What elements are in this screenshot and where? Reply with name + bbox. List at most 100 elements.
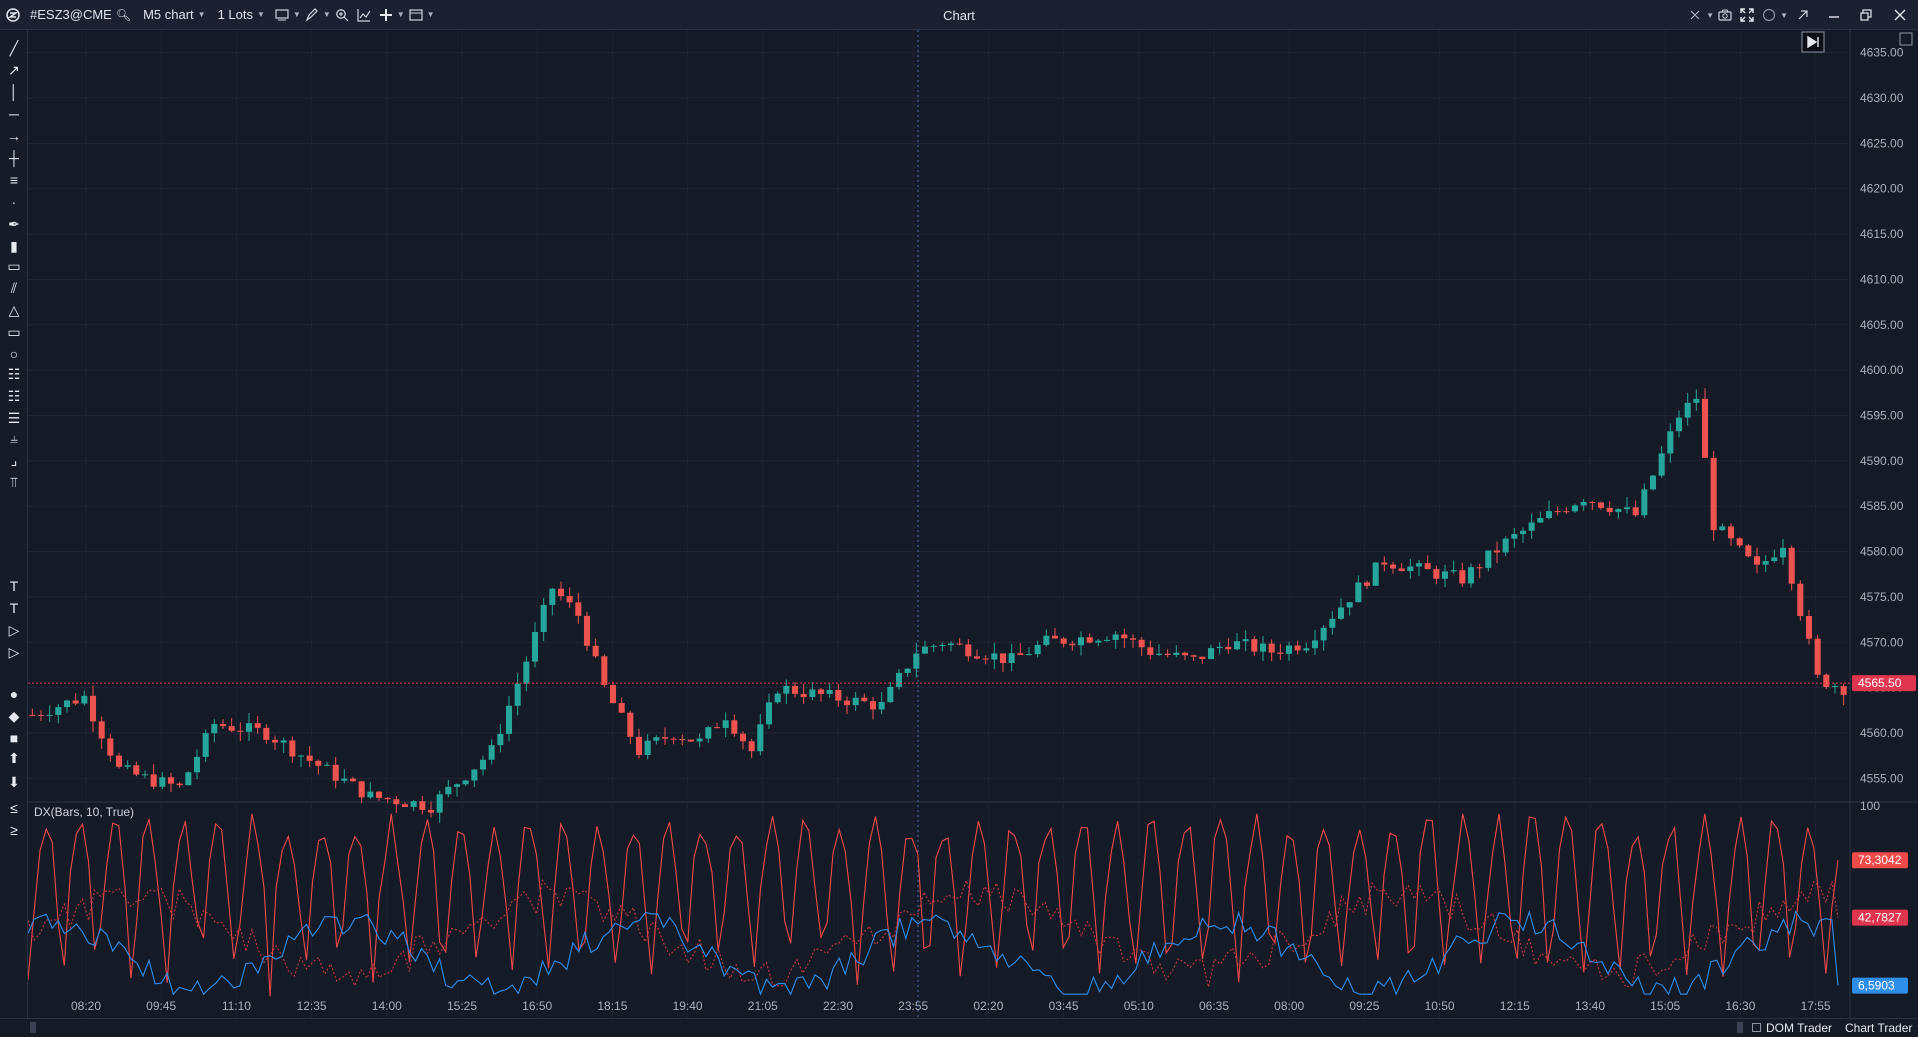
diamond-marker-icon[interactable]: ◆ — [8, 707, 20, 724]
ellipse-icon[interactable]: ○ — [9, 346, 19, 362]
candle-body — [419, 801, 426, 810]
scroll-left-handle[interactable] — [30, 1022, 36, 1033]
chart-trader-tab[interactable]: Chart Trader — [1845, 1021, 1913, 1035]
candle — [401, 802, 409, 807]
candle-body — [1216, 646, 1223, 649]
zoom-icon[interactable] — [331, 0, 353, 30]
ray-icon[interactable]: ↗ — [8, 61, 20, 78]
channel-icon[interactable]: ⫽ — [10, 279, 18, 296]
candle-body — [921, 646, 929, 654]
indicator-value-badge — [1852, 977, 1908, 994]
andrews-icon[interactable]: ⫪ — [10, 473, 18, 490]
candle-body — [1831, 686, 1839, 688]
camera-icon[interactable] — [1714, 0, 1736, 30]
close-icon[interactable] — [1882, 0, 1918, 30]
dom-trader-tab[interactable]: DOM Trader — [1766, 1021, 1833, 1035]
candle — [947, 641, 955, 652]
candle — [1667, 423, 1674, 463]
polyline-icon[interactable]: ∙ — [12, 194, 16, 210]
parallel-lines-icon[interactable]: ≡ — [9, 172, 19, 188]
up-arrow-icon[interactable]: ⬆ — [8, 749, 20, 766]
candle — [488, 739, 495, 765]
down-arrow-icon[interactable]: ⬇ — [8, 773, 20, 790]
note-icon[interactable]: ▷ — [8, 643, 20, 660]
fib-fan-icon[interactable]: ☰ — [7, 409, 21, 426]
chevron-down-icon[interactable]: ▼ — [1780, 10, 1788, 20]
timeframe-dropdown[interactable]: M5 chart ▼ — [137, 0, 212, 30]
candle — [1017, 643, 1024, 656]
candle-body — [1433, 569, 1440, 579]
pitchfork-icon[interactable]: ⫨ — [10, 429, 18, 446]
candle-body — [1649, 475, 1657, 490]
fullscreen-icon[interactable] — [1736, 0, 1758, 30]
indicators-icon[interactable] — [353, 0, 375, 30]
chevron-down-icon[interactable]: ▼ — [426, 10, 435, 19]
long-position-icon[interactable]: ≤ — [10, 800, 18, 816]
panel-toggle-icon[interactable] — [1752, 1023, 1761, 1032]
time-tick-label: 12:35 — [297, 999, 327, 1013]
vertical-line-icon[interactable]: │ — [9, 84, 19, 100]
cross-line-icon[interactable]: ┼ — [9, 150, 19, 166]
trend-line-icon[interactable]: ╱ — [9, 39, 19, 56]
chevron-down-icon[interactable]: ▼ — [1706, 10, 1715, 20]
scroll-right-handle[interactable] — [1737, 1022, 1743, 1033]
candle — [635, 728, 643, 759]
candle — [1164, 649, 1171, 658]
symbol-selector[interactable]: #ESZ3@CME 🔍︎ — [24, 0, 137, 30]
candle — [1502, 536, 1509, 557]
horizontal-line-icon[interactable]: ─ — [9, 106, 19, 122]
paint-icon[interactable]: ▮ — [10, 237, 18, 254]
candle — [1779, 538, 1787, 565]
chart-area[interactable]: 4635.00 4630.00 4625.00 4620.00 4615.00 4610.… — [28, 30, 1918, 1018]
candle-body — [1797, 583, 1804, 617]
lots-dropdown[interactable]: 1 Lots ▼ — [212, 0, 271, 30]
circle-icon[interactable] — [1758, 0, 1780, 30]
current-price-label: 4565.50 — [1858, 676, 1902, 690]
app-logo-icon[interactable] — [0, 0, 24, 30]
triangle-icon[interactable]: △ — [8, 301, 20, 318]
candle — [1190, 654, 1197, 662]
time-tick-label: 08:00 — [1274, 999, 1304, 1013]
minimize-icon[interactable] — [1818, 0, 1850, 30]
text-style-icon[interactable]: T — [9, 578, 19, 594]
circle-marker-icon[interactable]: ● — [9, 686, 19, 702]
candle-body — [1155, 653, 1163, 655]
chart-type-icon[interactable] — [271, 0, 293, 30]
price-tick-label: 4620.00 — [1860, 182, 1904, 196]
candle-body — [1225, 646, 1232, 650]
chevron-down-icon[interactable]: ▼ — [292, 10, 301, 19]
chevron-down-icon[interactable]: ▼ — [322, 10, 331, 19]
ruler-icon[interactable]: ▭ — [7, 257, 21, 274]
fib-retracement-icon[interactable]: ☷ — [7, 365, 21, 382]
candle-body — [679, 738, 686, 740]
candle-body — [531, 632, 539, 662]
scroll-to-end-button[interactable] — [1801, 31, 1825, 53]
pin-icon[interactable] — [1788, 0, 1818, 30]
gann-icon[interactable]: ⌟ — [10, 451, 18, 468]
candle-body — [150, 774, 157, 787]
chevron-down-icon[interactable]: ▼ — [396, 10, 405, 19]
price-tick-label: 4555.00 — [1860, 771, 1904, 785]
price-label-icon[interactable]: ▷ — [8, 621, 20, 638]
candle-body — [1632, 507, 1639, 516]
crosshair-add-icon[interactable] — [375, 0, 397, 30]
arrow-line-icon[interactable]: → — [7, 128, 21, 144]
short-position-icon[interactable]: ≥ — [10, 822, 18, 838]
square-marker-icon[interactable]: ■ — [9, 730, 19, 746]
text-icon[interactable]: T — [9, 600, 19, 616]
candle — [254, 716, 261, 734]
maximize-icon[interactable] — [1850, 0, 1882, 30]
candle — [297, 754, 305, 768]
candle — [1814, 634, 1821, 678]
candle-body — [1450, 570, 1457, 572]
fib-extension-icon[interactable]: ☷ — [7, 387, 21, 404]
pencil-icon[interactable] — [301, 0, 323, 30]
sync-icon[interactable] — [1684, 0, 1706, 30]
brush-icon[interactable]: ✒ — [8, 215, 20, 232]
candle — [1580, 498, 1587, 511]
search-icon[interactable]: 🔍︎ — [115, 7, 132, 22]
candle — [1303, 642, 1310, 654]
templates-icon[interactable] — [405, 0, 427, 30]
candle — [1329, 610, 1336, 635]
rectangle-icon[interactable]: ▭ — [7, 323, 21, 340]
